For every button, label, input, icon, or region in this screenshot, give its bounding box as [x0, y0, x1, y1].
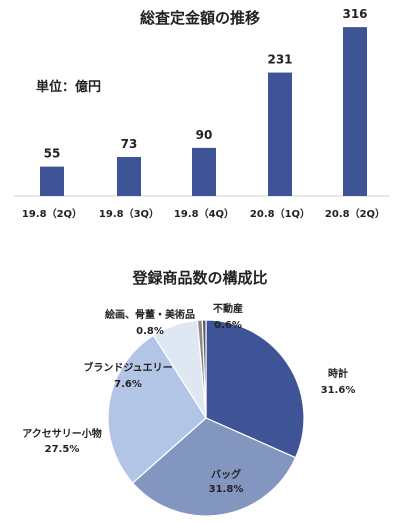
bar-value-label-5: 316	[342, 7, 367, 21]
pie-pct-3: 27.5%	[45, 444, 80, 455]
pie-label-6: 不動産	[213, 302, 243, 315]
pie-label-5: 絵画、骨董・美術品	[105, 308, 195, 321]
pie-slice-2	[131, 417, 297, 517]
pie-slice-3	[107, 334, 207, 484]
bar-4	[268, 72, 292, 196]
bar-3	[192, 147, 216, 196]
bar-chart-title: 総査定金額の推移	[139, 9, 260, 27]
bar-value-label-1: 55	[44, 147, 61, 161]
bar-1	[40, 166, 64, 196]
pie-chart-title: 登録商品数の構成比	[132, 269, 268, 287]
x-tick-label-1: 19.8（2Q）	[22, 207, 82, 220]
pie-label-3: アクセサリー小物	[22, 427, 102, 440]
bar-5	[343, 27, 367, 197]
x-tick-label-4: 20.8（1Q）	[250, 207, 310, 220]
unit-label: 単位：億円	[36, 80, 102, 95]
pie-slice-1	[205, 319, 305, 459]
pie-label-4: ブランドジュエリー	[83, 361, 172, 374]
bar-value-label-4: 231	[267, 53, 292, 67]
pie-pct-4: 7.6%	[114, 379, 142, 390]
pie-pct-6: 0.6%	[214, 320, 242, 331]
bar-value-label-2: 73	[121, 137, 138, 151]
pie-slice-6	[201, 319, 207, 419]
pie-pct-5: 0.8%	[136, 326, 164, 337]
pie-label-1: 時計	[328, 367, 348, 380]
bar-value-label-3: 90	[196, 128, 213, 142]
x-tick-label-3: 19.8（4Q）	[174, 207, 234, 220]
x-tick-label-5: 20.8（2Q）	[325, 207, 385, 220]
bar-2	[117, 156, 141, 196]
x-tick-label-2: 19.8（3Q）	[99, 207, 159, 220]
pie-pct-1: 31.6%	[321, 385, 356, 396]
pie-pct-2: 31.8%	[209, 484, 244, 495]
pie-label-2: バッグ	[211, 468, 241, 481]
